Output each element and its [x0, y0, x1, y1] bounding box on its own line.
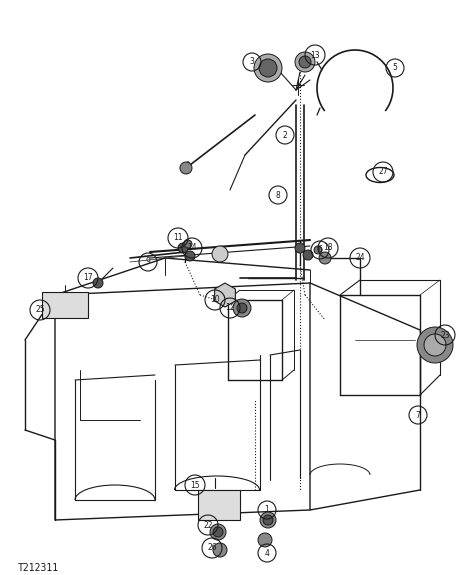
Text: 17: 17: [83, 274, 93, 282]
Circle shape: [259, 59, 277, 77]
Circle shape: [237, 303, 247, 313]
Text: 11: 11: [173, 233, 183, 243]
Circle shape: [314, 246, 322, 254]
Text: 22: 22: [203, 520, 213, 530]
Circle shape: [299, 56, 311, 68]
Text: 23: 23: [440, 331, 450, 339]
Text: 27: 27: [378, 167, 388, 177]
Circle shape: [424, 334, 446, 356]
Text: 14: 14: [187, 243, 197, 252]
Circle shape: [180, 162, 192, 174]
Text: 13: 13: [310, 51, 320, 59]
Circle shape: [295, 243, 305, 253]
Circle shape: [210, 524, 226, 540]
Text: 24: 24: [355, 254, 365, 263]
Text: 9: 9: [146, 258, 150, 266]
Text: T212311: T212311: [18, 563, 59, 573]
Circle shape: [213, 543, 227, 557]
Text: 2: 2: [283, 131, 287, 140]
Circle shape: [254, 54, 282, 82]
Circle shape: [93, 278, 103, 288]
Text: 4: 4: [264, 549, 269, 558]
Circle shape: [319, 252, 331, 264]
Circle shape: [263, 515, 273, 525]
Text: 1: 1: [264, 505, 269, 515]
Circle shape: [184, 240, 192, 248]
Text: 18: 18: [323, 243, 333, 252]
Text: 25: 25: [35, 305, 45, 315]
Circle shape: [178, 243, 188, 253]
Text: 5: 5: [392, 63, 397, 72]
Text: 7: 7: [416, 411, 420, 420]
Circle shape: [258, 533, 272, 547]
Text: 26: 26: [207, 543, 217, 553]
Text: 3: 3: [250, 58, 255, 67]
Text: 6: 6: [318, 246, 322, 255]
Circle shape: [212, 246, 228, 262]
Text: 10: 10: [210, 296, 220, 305]
Text: 15: 15: [190, 481, 200, 489]
Polygon shape: [42, 292, 88, 318]
Circle shape: [185, 251, 195, 261]
Text: 8: 8: [275, 190, 281, 200]
Polygon shape: [198, 490, 240, 520]
Circle shape: [260, 512, 276, 528]
Polygon shape: [215, 283, 236, 307]
Circle shape: [233, 299, 251, 317]
Circle shape: [417, 327, 453, 363]
Circle shape: [295, 52, 315, 72]
Circle shape: [303, 250, 313, 260]
Text: 12: 12: [225, 304, 235, 312]
Circle shape: [213, 527, 223, 537]
